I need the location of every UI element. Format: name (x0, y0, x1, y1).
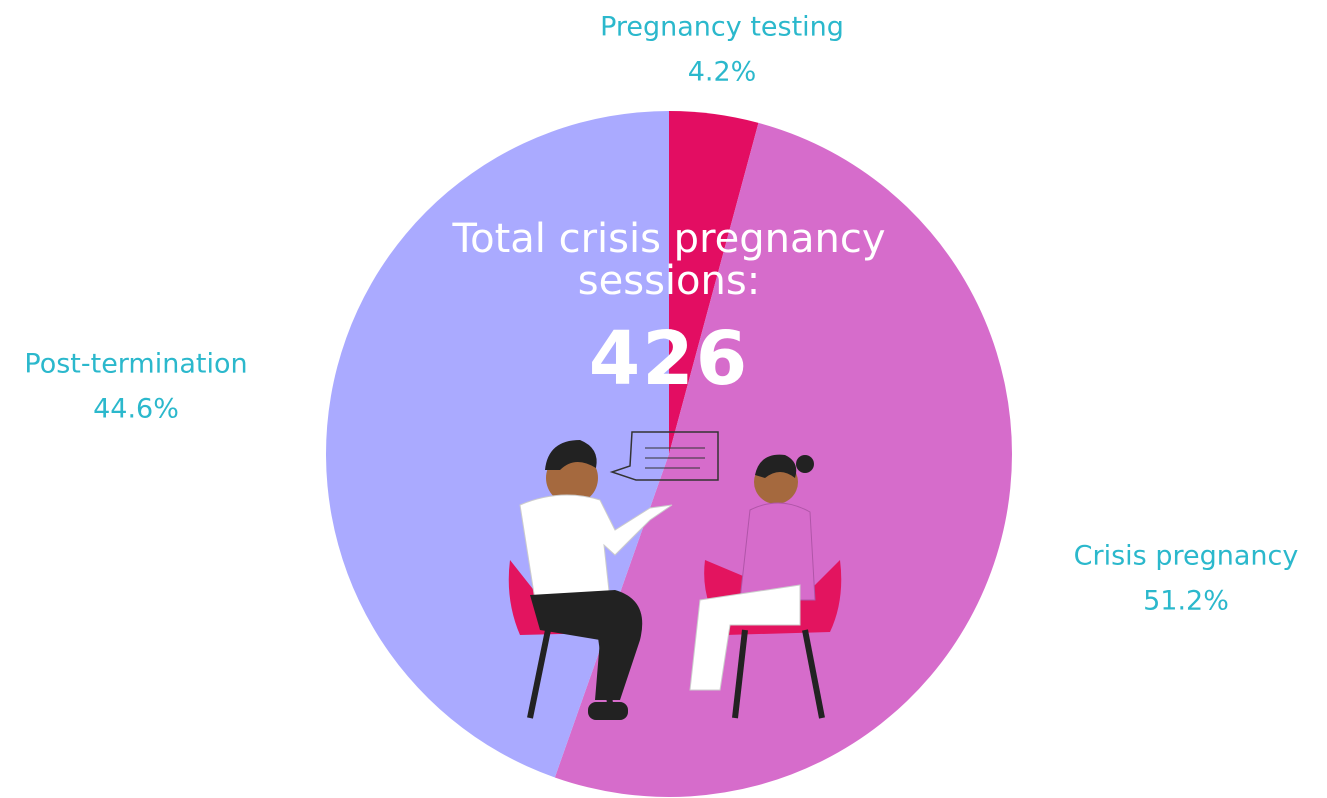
slice-label: Pregnancy testing (600, 12, 844, 43)
center-title: Total crisis pregnancy sessions: (452, 216, 886, 304)
slice-value-label: 44.6% (93, 394, 179, 425)
slice-value-label: 51.2% (1143, 586, 1229, 617)
center-total: 426 (588, 316, 750, 402)
illustration (508, 431, 842, 720)
slice-value-label: 4.2% (688, 57, 757, 88)
slice-label: Post-termination (24, 349, 247, 380)
center-text: Total crisis pregnancy sessions: 426 (399, 218, 939, 402)
labels: Pregnancy testing 4.2% Crisis pregnancy 51.… (24, 12, 1298, 617)
slice-label: Crisis pregnancy (1074, 541, 1299, 572)
pie (325, 111, 1012, 797)
pie-slice (669, 111, 759, 454)
